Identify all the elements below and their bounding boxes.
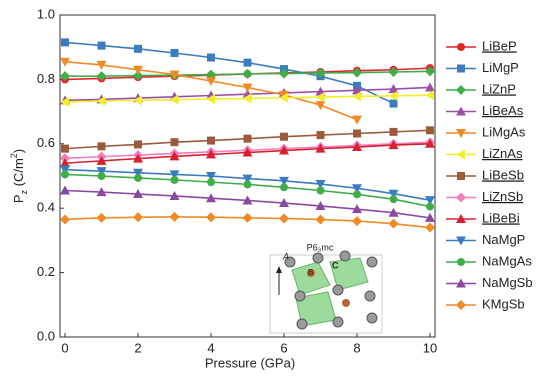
marker xyxy=(426,126,434,134)
legend-label: LiZnAs xyxy=(482,146,523,161)
atom xyxy=(342,299,350,307)
marker xyxy=(134,45,142,53)
marker xyxy=(97,213,107,223)
x-tick-label: 8 xyxy=(353,340,360,355)
marker xyxy=(171,49,179,57)
marker xyxy=(316,214,326,224)
marker xyxy=(456,150,465,160)
inset-title: P6₃mc xyxy=(307,242,334,252)
y-tick-label: 0.0 xyxy=(37,328,55,343)
marker xyxy=(352,216,362,226)
legend-label: LiBeP xyxy=(482,38,517,53)
marker xyxy=(134,174,142,182)
marker xyxy=(171,138,179,146)
marker xyxy=(133,212,143,222)
marker xyxy=(456,300,466,310)
x-tick-label: 0 xyxy=(61,340,68,355)
marker xyxy=(457,172,465,180)
marker xyxy=(207,137,215,145)
marker xyxy=(243,69,253,79)
plot-area xyxy=(60,38,435,232)
legend-label: NaMgSb xyxy=(482,275,533,290)
inset-label: C xyxy=(332,260,339,270)
marker xyxy=(244,180,252,188)
marker xyxy=(457,43,465,51)
marker xyxy=(98,172,106,180)
marker xyxy=(207,178,215,186)
marker xyxy=(456,193,466,203)
x-tick-label: 2 xyxy=(134,340,141,355)
x-tick-label: 6 xyxy=(280,340,287,355)
marker xyxy=(316,101,326,110)
y-axis-label: Pz (C/m2) xyxy=(9,149,29,203)
marker xyxy=(244,135,252,143)
marker xyxy=(353,190,361,198)
marker xyxy=(243,213,253,223)
marker xyxy=(171,176,179,184)
marker xyxy=(60,214,70,224)
marker xyxy=(390,128,398,136)
y-axis-label-part: ) xyxy=(11,149,26,153)
legend-label: LiBeAs xyxy=(482,103,524,118)
marker xyxy=(98,42,106,50)
legend-label: NaMgP xyxy=(482,232,525,247)
marker xyxy=(206,212,216,222)
marker xyxy=(457,258,465,266)
legend-label: LiMgAs xyxy=(482,124,526,139)
y-tick-label: 1.0 xyxy=(37,6,55,21)
y-tick-label: 0.4 xyxy=(37,200,55,215)
marker xyxy=(61,38,69,46)
chart: Pressure (GPa) 0.0 0.2 0.4 0.6 0.8 1.0 0 2 4 6 8 10… xyxy=(0,0,541,378)
x-tick-label: 10 xyxy=(423,340,437,355)
marker xyxy=(425,223,435,233)
marker xyxy=(390,195,398,203)
marker xyxy=(457,65,465,73)
marker xyxy=(61,170,69,178)
marker xyxy=(134,140,142,148)
marker xyxy=(280,183,288,191)
atom xyxy=(322,293,328,299)
x-tick-label: 4 xyxy=(207,340,214,355)
legend-label: LiBeSb xyxy=(482,167,524,182)
legend-label: LiMgP xyxy=(482,60,519,75)
inset-structure: P6₃mc A B C xyxy=(270,242,382,333)
marker xyxy=(244,59,252,67)
marker xyxy=(390,100,398,108)
legend-label: LiZnSb xyxy=(482,189,523,204)
marker xyxy=(207,54,215,62)
marker xyxy=(456,85,466,95)
marker xyxy=(170,212,180,222)
x-axis-label: Pressure (GPa) xyxy=(205,355,295,370)
marker xyxy=(279,214,289,224)
inset-label: B xyxy=(308,268,313,277)
inset-label: A xyxy=(282,251,289,261)
legend-label: LiZnP xyxy=(482,81,516,96)
marker xyxy=(317,131,325,139)
legend-label: KMgSb xyxy=(482,296,525,311)
marker xyxy=(98,142,106,150)
marker xyxy=(389,219,399,229)
y-axis-label-part: (C/m xyxy=(11,158,26,190)
marker xyxy=(426,203,434,211)
marker xyxy=(425,90,434,100)
marker xyxy=(317,186,325,194)
y-tick-label: 0.6 xyxy=(37,135,55,150)
y-tick-label: 0.2 xyxy=(37,264,55,279)
legend-label: NaMgAs xyxy=(482,253,532,268)
marker xyxy=(352,116,362,125)
legend-label: LiBeBi xyxy=(482,210,520,225)
marker xyxy=(280,133,288,141)
marker xyxy=(353,129,361,137)
y-axis-label-part: P xyxy=(11,194,26,203)
y-tick-label: 0.8 xyxy=(37,71,55,86)
marker xyxy=(61,145,69,153)
